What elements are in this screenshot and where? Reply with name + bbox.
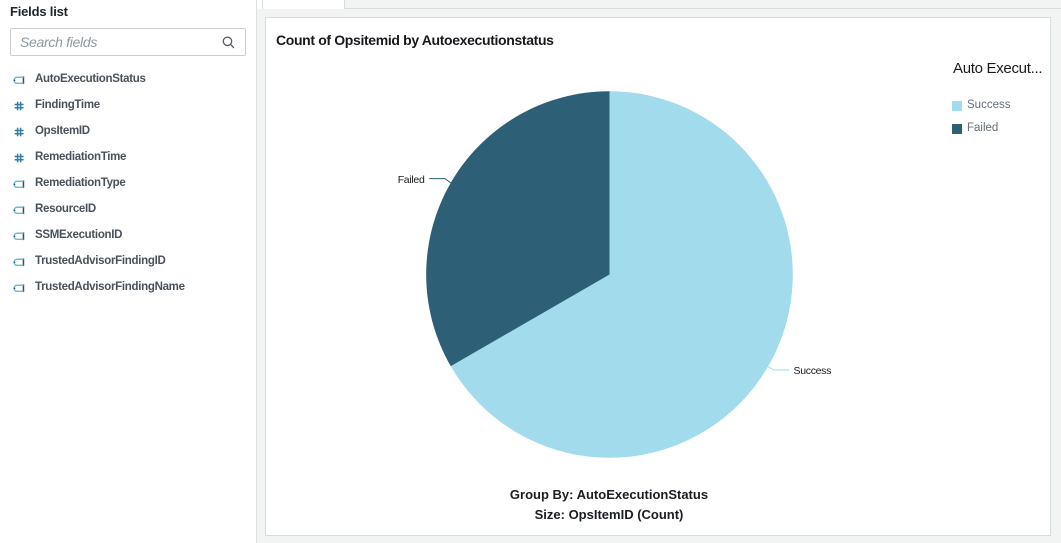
svg-text:Success: Success [794,365,832,377]
svg-text:Failed: Failed [398,174,425,186]
